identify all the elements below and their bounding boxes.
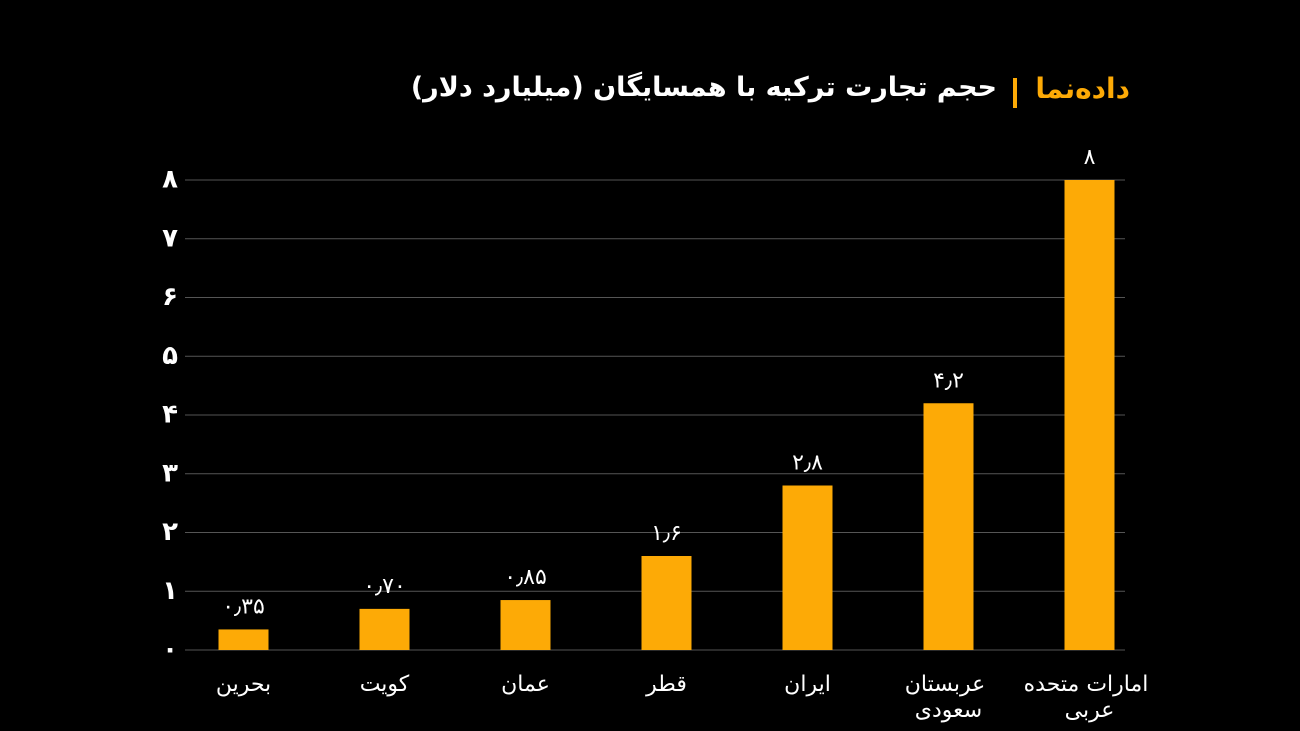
- y-tick-label: ۴: [162, 400, 178, 430]
- separator: [1013, 78, 1017, 108]
- y-tick-label: ۸: [162, 165, 178, 195]
- value-label: ۰٫۳۵: [222, 594, 265, 619]
- value-label: ۰٫۸۵: [504, 565, 547, 590]
- value-label: ۲٫۸: [792, 451, 823, 476]
- bar: [500, 600, 551, 650]
- value-label: ۰٫۷۰: [363, 574, 406, 599]
- chart-title: حجم تجارت ترکیه با همسایگان (میلیارد دلا…: [410, 72, 997, 103]
- brand: داده‌نما: [1035, 72, 1130, 105]
- bar: [641, 556, 692, 650]
- y-tick-label: ۳: [162, 458, 178, 488]
- x-tick-label: عمان: [501, 672, 550, 697]
- value-label: ۸: [1084, 145, 1096, 170]
- y-tick-label: ۶: [162, 282, 178, 312]
- y-tick-label: ۱: [162, 576, 178, 606]
- x-tick-label: امارات متحده عربی: [1024, 672, 1156, 723]
- value-label: ۱٫۶: [651, 521, 682, 546]
- bar: [923, 403, 974, 650]
- value-label: ۴٫۲: [933, 368, 964, 393]
- bar: [218, 629, 269, 650]
- bar: [1064, 180, 1115, 650]
- bar: [782, 485, 833, 650]
- y-tick-label: ۰: [162, 635, 178, 665]
- y-tick-label: ۵: [162, 341, 178, 371]
- x-tick-label: عربستان سعودی: [905, 672, 993, 723]
- x-tick-label: کویت: [360, 672, 410, 697]
- y-tick-label: ۷: [162, 223, 178, 253]
- x-tick-label: بحرین: [216, 672, 271, 697]
- x-tick-label: ایران: [784, 672, 831, 697]
- x-tick-label: قطر: [645, 672, 687, 697]
- y-tick-label: ۲: [162, 517, 178, 547]
- bar: [359, 608, 410, 650]
